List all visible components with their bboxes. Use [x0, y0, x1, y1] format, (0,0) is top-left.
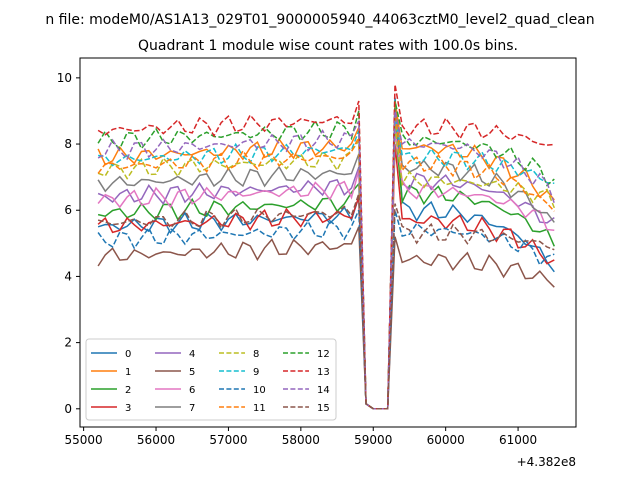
legend-label: 5: [189, 367, 195, 378]
series-line-14: [97, 110, 556, 410]
x-tick-label: 60000: [427, 433, 465, 447]
series-line-11: [97, 110, 555, 410]
legend-label: 11: [253, 403, 266, 414]
series-line-7: [97, 107, 555, 410]
legend-label: 12: [317, 349, 330, 360]
y-tick-label: 2: [64, 336, 72, 350]
legend-label: 4: [189, 349, 195, 360]
y-axis: 0 2 4 6 8 10: [57, 71, 80, 416]
series-line-8: [97, 124, 555, 410]
y-tick-label: 8: [64, 137, 72, 151]
x-tick-label: 61000: [499, 433, 537, 447]
series-line-2: [97, 124, 555, 410]
series-line-15: [97, 193, 555, 410]
y-tick-label: 0: [64, 402, 72, 416]
legend-label: 3: [125, 403, 131, 414]
x-tick-label: 58000: [282, 433, 320, 447]
legend-label: 7: [189, 403, 195, 414]
legend-label: 15: [317, 403, 330, 414]
series-line-1: [97, 100, 555, 410]
series-line-10: [97, 209, 555, 410]
x-axis: 55000 56000 57000 58000 59000 60000 61000: [65, 427, 537, 447]
y-tick-label: 10: [57, 71, 72, 85]
series-line-0: [97, 97, 555, 410]
plot-area: [97, 84, 556, 410]
series-line-13: [97, 84, 555, 410]
x-offset-label: +4.382e8: [517, 455, 576, 469]
series-line-9: [98, 117, 555, 410]
y-tick-label: 4: [64, 269, 72, 283]
axes-frame: [79, 57, 577, 428]
figure-suptitle: n file: modeM0/AS1A13_029T01_9000005940_…: [45, 12, 594, 28]
x-tick-label: 55000: [65, 433, 103, 447]
legend-label: 0: [125, 349, 131, 360]
legend-label: 1: [125, 367, 131, 378]
legend-label: 13: [317, 367, 330, 378]
legend-label: 2: [125, 385, 131, 396]
y-tick-label: 6: [64, 203, 72, 217]
legend-frame: [85, 338, 337, 421]
legend-label: 14: [317, 385, 330, 396]
x-tick-label: 59000: [354, 433, 392, 447]
x-tick-label: 57000: [209, 433, 247, 447]
chart-title: Quadrant 1 module wise count rates with …: [138, 38, 518, 54]
legend-label: 10: [253, 385, 266, 396]
legend-label: 8: [253, 349, 259, 360]
series-line-4: [97, 127, 555, 410]
legend-label: 6: [189, 385, 195, 396]
series-line-6: [97, 130, 555, 410]
x-tick-label: 56000: [137, 433, 175, 447]
legend-label: 9: [253, 367, 259, 378]
series-line-5: [97, 226, 555, 410]
